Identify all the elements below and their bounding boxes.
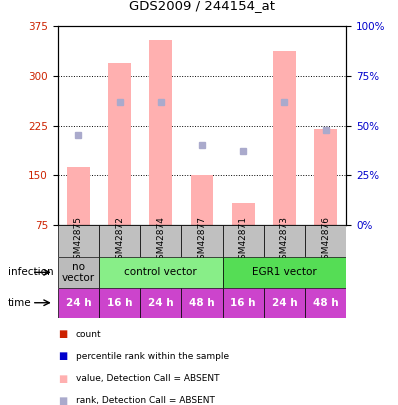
Bar	[58, 225, 99, 257]
Text: EGR1 vector: EGR1 vector	[252, 267, 317, 277]
Text: GSM42876: GSM42876	[321, 217, 330, 265]
Bar	[222, 257, 346, 288]
Bar	[140, 225, 181, 257]
Bar	[140, 288, 181, 318]
Text: 48 h: 48 h	[189, 298, 215, 308]
Bar	[58, 288, 99, 318]
Text: value, Detection Call = ABSENT: value, Detection Call = ABSENT	[76, 374, 219, 383]
Text: percentile rank within the sample: percentile rank within the sample	[76, 352, 229, 361]
Text: count: count	[76, 330, 101, 339]
Bar	[99, 257, 222, 288]
Bar	[67, 166, 90, 225]
Text: GSM42873: GSM42873	[280, 217, 289, 265]
Text: GSM42872: GSM42872	[115, 217, 124, 265]
Bar	[264, 288, 305, 318]
Bar	[305, 225, 346, 257]
Text: control vector: control vector	[125, 267, 197, 277]
Bar	[232, 203, 255, 225]
Text: GSM42877: GSM42877	[197, 217, 207, 265]
Text: 24 h: 24 h	[271, 298, 297, 308]
Bar	[108, 63, 131, 225]
Text: ■: ■	[58, 374, 67, 384]
Text: ■: ■	[58, 352, 67, 361]
Text: infection: infection	[8, 267, 54, 277]
Text: GSM42874: GSM42874	[156, 217, 165, 265]
Text: 24 h: 24 h	[148, 298, 174, 308]
Text: ■: ■	[58, 329, 67, 339]
Text: ■: ■	[58, 396, 67, 405]
Text: GSM42871: GSM42871	[239, 217, 248, 265]
Bar	[181, 225, 222, 257]
Bar	[305, 288, 346, 318]
Bar	[149, 40, 172, 225]
Text: 16 h: 16 h	[107, 298, 132, 308]
Text: no
vector: no vector	[62, 262, 95, 283]
Text: GSM42875: GSM42875	[74, 217, 83, 265]
Text: rank, Detection Call = ABSENT: rank, Detection Call = ABSENT	[76, 396, 215, 405]
Bar	[222, 225, 264, 257]
Bar	[264, 225, 305, 257]
Text: 48 h: 48 h	[313, 298, 338, 308]
Bar	[191, 175, 213, 225]
Text: GDS2009 / 244154_at: GDS2009 / 244154_at	[129, 0, 275, 12]
Text: time: time	[8, 298, 31, 308]
Bar	[58, 257, 99, 288]
Bar	[314, 129, 337, 225]
Bar	[222, 288, 264, 318]
Text: 16 h: 16 h	[230, 298, 256, 308]
Bar	[99, 225, 140, 257]
Text: 24 h: 24 h	[66, 298, 91, 308]
Bar	[99, 288, 140, 318]
Bar	[181, 288, 222, 318]
Bar	[273, 51, 296, 225]
